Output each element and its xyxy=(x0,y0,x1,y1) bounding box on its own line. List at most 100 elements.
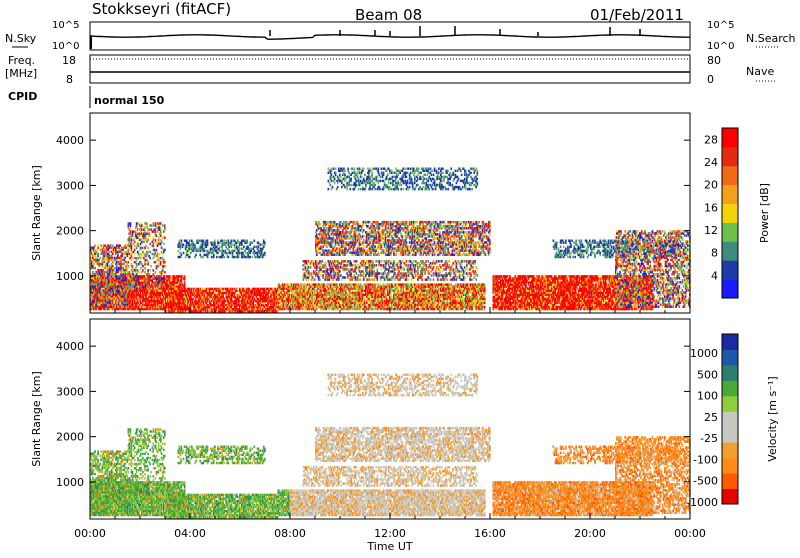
data-cell xyxy=(127,269,129,271)
data-cell xyxy=(105,293,107,295)
data-cell xyxy=(113,269,115,271)
data-cell xyxy=(116,247,118,249)
data-cell xyxy=(113,251,115,253)
data-cell xyxy=(123,299,125,301)
data-cell xyxy=(104,249,106,251)
data-cell xyxy=(112,265,114,267)
data-cell xyxy=(169,275,171,277)
data-cell xyxy=(93,295,95,297)
data-cell xyxy=(181,277,183,279)
data-cell xyxy=(114,306,116,308)
freq-label: Freq. xyxy=(8,54,35,67)
data-cell xyxy=(125,247,127,249)
data-cell xyxy=(105,302,107,304)
data-cell xyxy=(128,261,130,263)
data-cell xyxy=(111,297,113,299)
nsearch-tick-top: 10^5 xyxy=(707,20,734,31)
data-cell xyxy=(145,300,147,302)
data-cell xyxy=(129,239,131,241)
data-cell xyxy=(92,271,94,273)
nave-label: Nave xyxy=(746,65,774,78)
data-cell xyxy=(125,295,127,297)
data-cell xyxy=(100,244,102,246)
data-cell xyxy=(117,251,119,253)
data-cell xyxy=(122,277,124,279)
data-cell xyxy=(109,302,111,304)
data-cell xyxy=(109,251,111,253)
data-cell xyxy=(105,277,107,279)
data-cell xyxy=(97,253,99,255)
data-cell xyxy=(129,271,131,273)
data-cell xyxy=(94,291,96,293)
data-cell xyxy=(184,275,186,277)
data-cell xyxy=(120,293,122,295)
nsky-tick-top: 10^5 xyxy=(52,20,79,31)
data-cell xyxy=(163,300,165,302)
data-cell xyxy=(102,263,104,265)
data-cell xyxy=(122,273,124,275)
data-cell xyxy=(97,247,99,249)
data-cell xyxy=(184,277,186,279)
nsky-tick-bottom: 10^0 xyxy=(52,41,79,52)
data-cell xyxy=(112,244,114,246)
date-title: 01/Feb/2011 xyxy=(590,6,684,24)
data-cell xyxy=(130,230,132,232)
data-cell xyxy=(119,249,121,251)
cpid-value: normal 150 xyxy=(94,94,165,107)
data-cell xyxy=(93,263,95,265)
data-cell xyxy=(116,283,118,285)
data-cell xyxy=(96,299,98,301)
data-cell xyxy=(113,302,115,304)
data-cell xyxy=(124,302,126,304)
freq-unit-label: [MHz] xyxy=(5,67,37,80)
rti-plot: Stokkseyri (fitACF) Beam 08 01/Feb/2011 … xyxy=(0,0,800,554)
data-cell xyxy=(105,244,107,246)
data-cell xyxy=(109,265,111,267)
data-cell xyxy=(149,306,151,308)
data-cell xyxy=(95,279,97,281)
data-cell xyxy=(128,265,130,267)
data-cell xyxy=(102,285,104,287)
nsearch-tick-bottom: 10^0 xyxy=(707,41,734,52)
data-cell xyxy=(127,299,129,301)
data-cell xyxy=(94,285,96,287)
data-cell xyxy=(131,245,133,247)
rti-figure: Stokkseyri (fitACF) Beam 08 01/Feb/2011 … xyxy=(0,0,800,554)
data-cell xyxy=(117,299,119,301)
data-cell xyxy=(125,277,127,279)
data-cell xyxy=(127,279,129,281)
data-cell xyxy=(99,249,101,251)
data-cell xyxy=(116,263,118,265)
beam-title: Beam 08 xyxy=(355,6,422,24)
data-cell xyxy=(109,247,111,249)
data-cell xyxy=(132,300,134,302)
freq-tick-bottom: 8 xyxy=(66,73,73,86)
data-cell xyxy=(97,244,99,246)
nave-tick-top: 80 xyxy=(707,54,721,67)
data-cell xyxy=(119,244,121,246)
data-cell xyxy=(154,290,156,292)
data-cell xyxy=(115,291,117,293)
data-cell xyxy=(173,275,175,277)
data-cell xyxy=(100,281,102,283)
data-cell xyxy=(122,267,124,269)
data-cell xyxy=(107,263,109,265)
data-cell xyxy=(130,222,132,224)
data-cell xyxy=(97,302,99,304)
data-cell xyxy=(118,269,120,271)
data-cell xyxy=(115,273,117,275)
nsearch-label: N.Search xyxy=(746,32,796,45)
data-cell xyxy=(120,257,122,259)
data-cell xyxy=(104,273,106,275)
data-cell xyxy=(108,244,110,246)
nave-tick-bottom: 0 xyxy=(707,73,714,86)
data-cell xyxy=(91,279,93,281)
nsky-series xyxy=(90,26,690,49)
data-cell xyxy=(111,285,113,287)
cpid-label: CPID xyxy=(8,90,37,103)
data-cell xyxy=(131,239,133,241)
data-cell xyxy=(112,281,114,283)
data-cell xyxy=(91,295,93,297)
freq-tick-top: 18 xyxy=(62,54,76,67)
data-cell xyxy=(102,273,104,275)
